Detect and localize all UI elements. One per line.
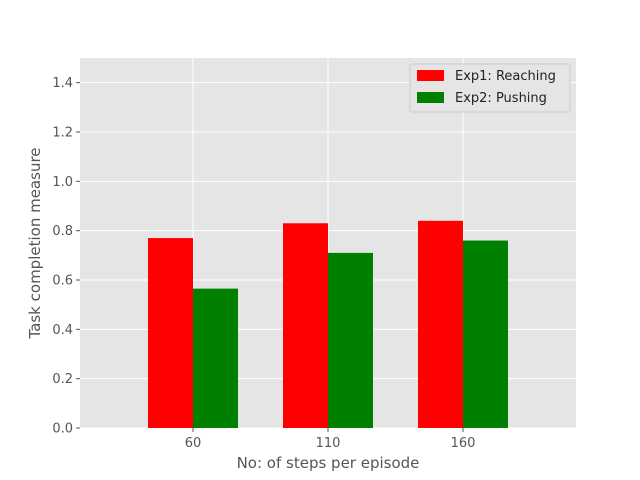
bar-exp1-110 <box>283 223 328 428</box>
y-tick-label: 1.0 <box>52 175 73 190</box>
y-tick-label: 0.6 <box>52 274 73 289</box>
x-tick-label: 160 <box>451 436 476 451</box>
x-axis-ticks: 60 110 160 <box>185 428 476 451</box>
x-axis-label: No: of steps per episode <box>237 454 420 472</box>
bar-exp2-110 <box>328 252 373 428</box>
y-tick-label: 0.8 <box>52 224 73 239</box>
bar-exp2-160 <box>463 240 508 428</box>
bar-exp1-60 <box>148 238 193 428</box>
legend-swatch-exp1 <box>417 70 444 81</box>
legend-label-exp2: Exp2: Pushing <box>455 91 547 106</box>
y-tick-label: 1.2 <box>52 126 73 141</box>
x-tick-label: 110 <box>316 436 341 451</box>
y-axis-label: Task completion measure <box>26 147 44 339</box>
legend-label-exp1: Exp1: Reaching <box>455 69 556 84</box>
y-tick-label: 0.2 <box>52 372 73 387</box>
bar-exp1-160 <box>418 220 463 428</box>
legend-box <box>409 63 571 113</box>
legend: Exp1: Reaching Exp2: Pushing <box>409 63 571 113</box>
y-tick-label: 0.0 <box>52 422 73 437</box>
y-tick-label: 1.4 <box>52 76 73 91</box>
y-axis-ticks: 0.0 0.2 0.4 0.6 0.8 1.0 1.2 1.4 <box>52 76 80 437</box>
y-tick-label: 0.4 <box>52 323 73 338</box>
legend-swatch-exp2 <box>417 92 444 103</box>
x-tick-label: 60 <box>185 436 202 451</box>
bar-exp2-60 <box>193 288 238 428</box>
bars <box>148 220 508 428</box>
